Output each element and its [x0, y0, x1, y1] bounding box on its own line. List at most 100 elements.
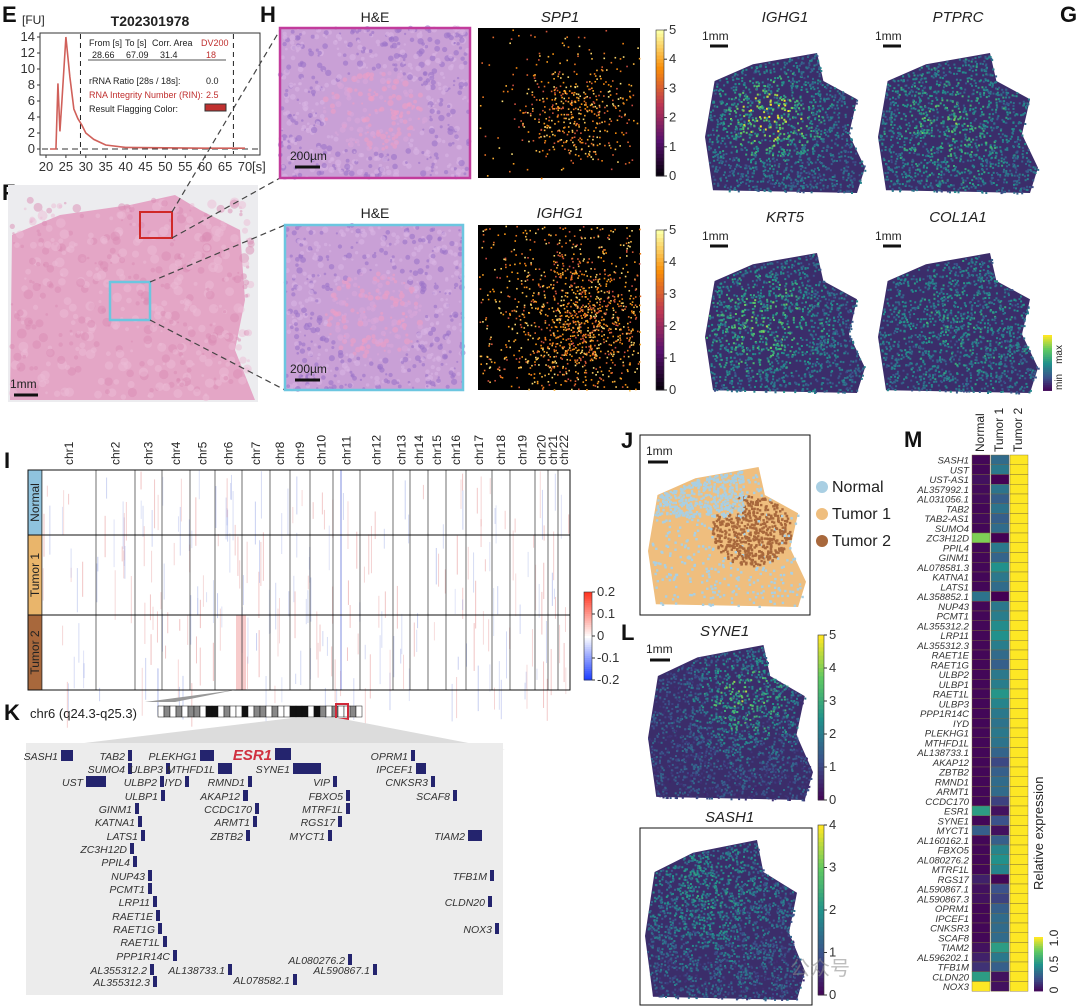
spot: [798, 64, 801, 67]
he-texture: [282, 31, 287, 36]
spot: [826, 185, 829, 187]
spot: [797, 180, 800, 183]
expression-spot: [594, 151, 597, 153]
expression-spot: [584, 293, 587, 295]
he-texture: [333, 273, 337, 277]
spot: [789, 70, 792, 73]
he-texture: [435, 355, 441, 361]
expression-spot: [610, 353, 613, 356]
spot: [738, 98, 741, 101]
expression-spot: [547, 380, 550, 383]
he-texture: [311, 109, 314, 112]
expression-spot: [574, 361, 577, 363]
expression-spot: [631, 310, 633, 312]
tissue-texture: [164, 283, 171, 290]
he-texture: [280, 77, 284, 80]
spp1-colorbar-segment: [656, 66, 664, 71]
he-texture: [368, 113, 372, 117]
spot: [756, 85, 758, 88]
he-texture: [396, 75, 401, 80]
he-texture: [373, 146, 379, 153]
he-texture: [370, 54, 375, 59]
expression-spot: [507, 325, 510, 328]
tissue-texture: [233, 275, 242, 284]
spot: [747, 158, 750, 161]
spot: [764, 85, 767, 88]
spot: [819, 97, 822, 100]
expression-spot: [509, 42, 511, 45]
expression-spot: [553, 373, 556, 376]
expression-spot: [538, 350, 540, 353]
expression-spot: [497, 137, 499, 139]
expression-spot: [634, 261, 636, 263]
spot: [721, 155, 724, 158]
expression-spot: [532, 278, 534, 281]
he-texture: [402, 72, 406, 76]
spot: [743, 84, 746, 87]
spot: [810, 185, 813, 188]
tissue-texture: [115, 321, 118, 324]
expression-spot: [589, 336, 592, 338]
tissue-texture: [9, 223, 15, 229]
tissue-texture: [132, 222, 136, 227]
tissue-texture: [76, 278, 86, 288]
scale-bar-label: 1mm: [10, 377, 37, 391]
expression-spot: [603, 249, 605, 251]
he-texture: [459, 28, 466, 36]
expression-spot: [592, 304, 594, 306]
expression-spot: [636, 122, 639, 125]
spot: [812, 104, 815, 107]
he-texture: [421, 357, 425, 362]
expression-spot: [575, 351, 578, 354]
expression-spot: [617, 294, 620, 296]
he-texture: [413, 53, 419, 60]
expression-spot: [558, 71, 561, 73]
expression-spot: [598, 344, 600, 346]
he-texture: [387, 99, 394, 107]
tissue-texture: [186, 216, 194, 224]
tissue-texture: [9, 381, 15, 387]
roi-box-red[interactable]: [139, 211, 173, 239]
tissue-texture: [204, 286, 208, 289]
expression-spot: [596, 371, 599, 373]
expression-spot: [551, 344, 553, 347]
expression-spot: [599, 90, 602, 93]
expression-spot: [563, 117, 566, 120]
expression-spot: [542, 386, 545, 389]
he-texture: [286, 155, 292, 161]
rrna-ratio-value: 0.0: [206, 76, 219, 86]
expression-spot: [548, 384, 551, 386]
he-texture: [417, 38, 424, 45]
spot: [807, 81, 810, 84]
tissue-texture: [147, 392, 154, 399]
spot: [826, 113, 829, 116]
expression-spot: [584, 315, 587, 317]
he-texture: [434, 171, 439, 175]
spot: [787, 173, 790, 176]
spot: [846, 190, 848, 193]
spot: [753, 125, 756, 128]
expression-spot: [580, 331, 582, 334]
spot: [739, 135, 742, 138]
expression-spot: [564, 294, 567, 297]
expression-spot: [543, 129, 546, 132]
expression-spot: [513, 354, 515, 357]
roi-box-cyan[interactable]: [108, 280, 152, 322]
spot: [833, 174, 836, 177]
spp1-colorbar-segment: [656, 73, 664, 78]
spot: [747, 141, 750, 144]
spot: [731, 169, 734, 172]
expression-spot: [565, 242, 567, 244]
expression-spot: [588, 80, 591, 83]
expression-spot: [570, 315, 573, 317]
expression-spot: [519, 366, 522, 369]
spot: [723, 171, 726, 174]
expression-spot: [498, 369, 501, 372]
he-texture: [451, 325, 457, 331]
he-texture: [382, 171, 386, 175]
spot: [783, 170, 786, 173]
he-texture: [415, 225, 420, 230]
expression-spot: [578, 349, 580, 351]
he-texture: [418, 161, 421, 165]
spot: [769, 140, 772, 142]
